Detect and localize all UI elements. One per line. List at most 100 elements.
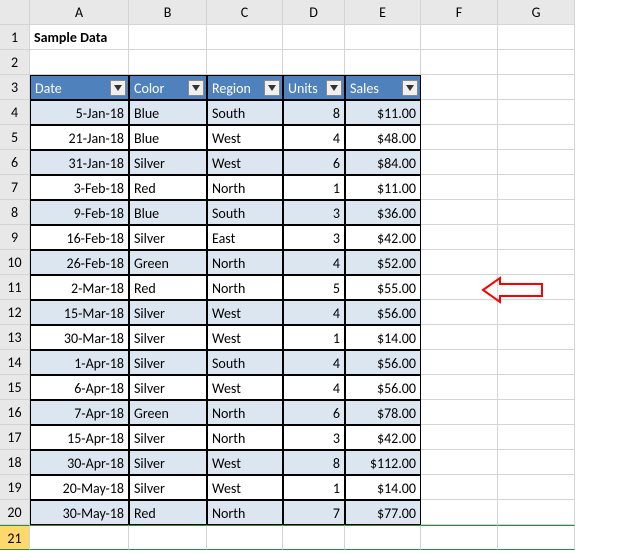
- cell-sales[interactable]: $48.00: [345, 125, 421, 150]
- cell-region[interactable]: South: [207, 200, 283, 225]
- cell-color[interactable]: Red: [129, 275, 207, 300]
- cell-G21[interactable]: [498, 525, 575, 550]
- cell-G20[interactable]: [498, 500, 575, 525]
- cell-units[interactable]: 8: [283, 100, 345, 125]
- cell-color[interactable]: Blue: [129, 200, 207, 225]
- cell-units[interactable]: 4: [283, 125, 345, 150]
- cell-D1[interactable]: [283, 25, 345, 50]
- cell-G11[interactable]: [498, 275, 575, 300]
- cell-G12[interactable]: [498, 300, 575, 325]
- cell-F15[interactable]: [421, 375, 498, 400]
- cell-sales[interactable]: $55.00: [345, 275, 421, 300]
- cell-region[interactable]: East: [207, 225, 283, 250]
- row-header-21[interactable]: 21: [0, 525, 30, 550]
- cell-sales[interactable]: $84.00: [345, 150, 421, 175]
- cell-units[interactable]: 1: [283, 175, 345, 200]
- cell-F18[interactable]: [421, 450, 498, 475]
- cell-G10[interactable]: [498, 250, 575, 275]
- cell-color[interactable]: Silver: [129, 475, 207, 500]
- cell-G5[interactable]: [498, 125, 575, 150]
- cell-A2[interactable]: [30, 50, 129, 75]
- cell-date[interactable]: 1-Apr-18: [30, 350, 129, 375]
- cell-color[interactable]: Blue: [129, 125, 207, 150]
- cell-color[interactable]: Silver: [129, 325, 207, 350]
- cell-region[interactable]: North: [207, 175, 283, 200]
- row-header-20[interactable]: 20: [0, 500, 30, 525]
- cell-date[interactable]: 2-Mar-18: [30, 275, 129, 300]
- cell-color[interactable]: Green: [129, 250, 207, 275]
- cell-region[interactable]: North: [207, 425, 283, 450]
- row-header-9[interactable]: 9: [0, 225, 30, 250]
- cell-color[interactable]: Red: [129, 175, 207, 200]
- cell-region[interactable]: South: [207, 100, 283, 125]
- cell-G14[interactable]: [498, 350, 575, 375]
- cell-G13[interactable]: [498, 325, 575, 350]
- row-header-10[interactable]: 10: [0, 250, 30, 275]
- cell-region[interactable]: West: [207, 450, 283, 475]
- cell-sales[interactable]: $56.00: [345, 300, 421, 325]
- column-header-F[interactable]: F: [421, 0, 498, 25]
- cell-sales[interactable]: $78.00: [345, 400, 421, 425]
- row-header-18[interactable]: 18: [0, 450, 30, 475]
- table-header-region[interactable]: Region: [207, 75, 283, 100]
- cell-G1[interactable]: [498, 25, 575, 50]
- cell-date[interactable]: 20-May-18: [30, 475, 129, 500]
- cell-F13[interactable]: [421, 325, 498, 350]
- cell-G7[interactable]: [498, 175, 575, 200]
- cell-F6[interactable]: [421, 150, 498, 175]
- cell-date[interactable]: 30-May-18: [30, 500, 129, 525]
- cell-date[interactable]: 21-Jan-18: [30, 125, 129, 150]
- cell-F9[interactable]: [421, 225, 498, 250]
- cell-sales[interactable]: $14.00: [345, 475, 421, 500]
- cell-A21[interactable]: [30, 525, 129, 550]
- cell-G15[interactable]: [498, 375, 575, 400]
- cell-sales[interactable]: $56.00: [345, 350, 421, 375]
- cell-date[interactable]: 26-Feb-18: [30, 250, 129, 275]
- cell-C21[interactable]: [207, 525, 283, 550]
- cell-F16[interactable]: [421, 400, 498, 425]
- cell-color[interactable]: Silver: [129, 150, 207, 175]
- cell-F12[interactable]: [421, 300, 498, 325]
- row-header-8[interactable]: 8: [0, 200, 30, 225]
- filter-dropdown-icon[interactable]: [110, 80, 126, 96]
- row-header-3[interactable]: 3: [0, 75, 30, 100]
- cell-C2[interactable]: [207, 50, 283, 75]
- cell-D2[interactable]: [283, 50, 345, 75]
- cell-units[interactable]: 4: [283, 300, 345, 325]
- cell-G2[interactable]: [498, 50, 575, 75]
- column-header-A[interactable]: A: [30, 0, 129, 25]
- cell-color[interactable]: Red: [129, 500, 207, 525]
- table-header-sales[interactable]: Sales: [345, 75, 421, 100]
- cell-date[interactable]: 7-Apr-18: [30, 400, 129, 425]
- cell-D21[interactable]: [283, 525, 345, 550]
- cell-F4[interactable]: [421, 100, 498, 125]
- row-header-19[interactable]: 19: [0, 475, 30, 500]
- cell-units[interactable]: 6: [283, 150, 345, 175]
- column-header-D[interactable]: D: [283, 0, 345, 25]
- cell-date[interactable]: 30-Mar-18: [30, 325, 129, 350]
- cell-sales[interactable]: $52.00: [345, 250, 421, 275]
- cell-region[interactable]: West: [207, 325, 283, 350]
- cell-color[interactable]: Silver: [129, 300, 207, 325]
- cell-date[interactable]: 15-Mar-18: [30, 300, 129, 325]
- row-header-6[interactable]: 6: [0, 150, 30, 175]
- cell-color[interactable]: Silver: [129, 375, 207, 400]
- cell-G4[interactable]: [498, 100, 575, 125]
- row-header-11[interactable]: 11: [0, 275, 30, 300]
- cell-units[interactable]: 4: [283, 250, 345, 275]
- cell-F7[interactable]: [421, 175, 498, 200]
- cell-units[interactable]: 4: [283, 350, 345, 375]
- row-header-2[interactable]: 2: [0, 50, 30, 75]
- cell-color[interactable]: Green: [129, 400, 207, 425]
- cell-color[interactable]: Silver: [129, 425, 207, 450]
- cell-region[interactable]: West: [207, 475, 283, 500]
- cell-F19[interactable]: [421, 475, 498, 500]
- row-header-5[interactable]: 5: [0, 125, 30, 150]
- cell-F10[interactable]: [421, 250, 498, 275]
- cell-sales[interactable]: $42.00: [345, 225, 421, 250]
- cell-G6[interactable]: [498, 150, 575, 175]
- cell-units[interactable]: 7: [283, 500, 345, 525]
- cell-B21[interactable]: [129, 525, 207, 550]
- row-header-7[interactable]: 7: [0, 175, 30, 200]
- cell-G3[interactable]: [498, 75, 575, 100]
